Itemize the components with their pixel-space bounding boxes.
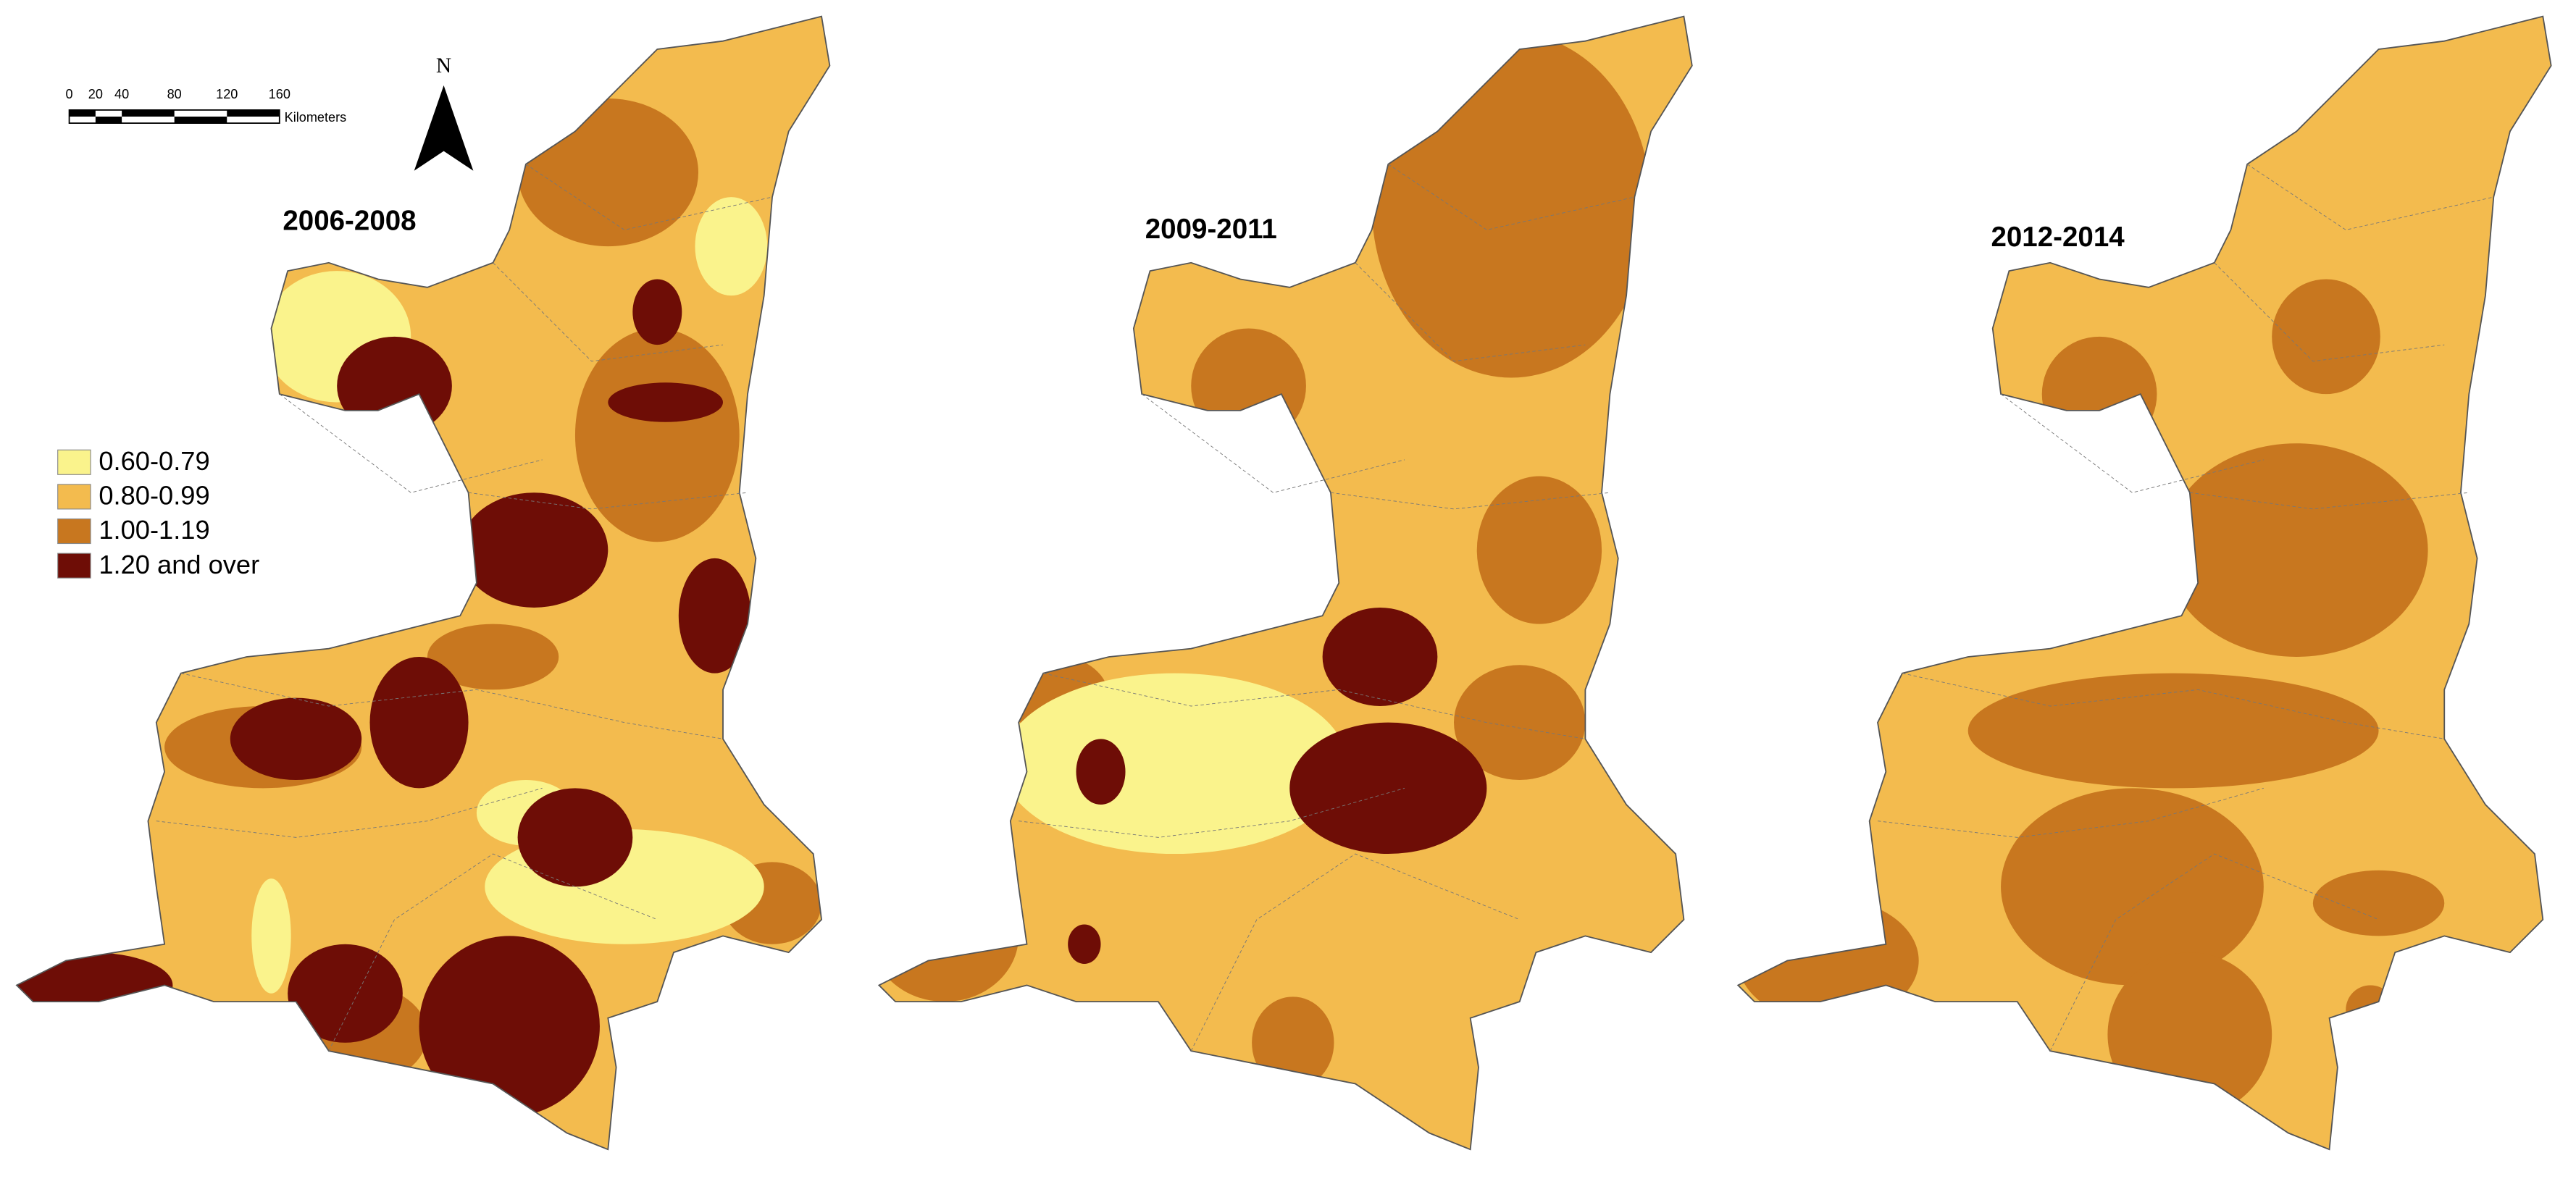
region [1454,665,1586,781]
region [1289,722,1487,855]
region [288,944,403,1043]
district-lines [156,164,2494,1052]
north-label: N [436,54,451,77]
north-arrow: N [414,54,474,171]
region [1076,739,1126,805]
map-title: 2006-2008 [283,205,416,236]
scale-tick-label: 80 [167,87,182,101]
region [1002,673,1347,855]
map-panel [878,15,1693,1151]
region [251,878,291,994]
region [230,697,362,781]
legend-swatch [57,553,91,579]
region [337,336,452,435]
district-line [2214,262,2445,362]
region [695,197,768,296]
district-line [1902,673,2445,739]
region [1068,924,1101,964]
scale-tick-label: 20 [88,87,103,101]
region [1738,898,1919,1023]
region [1252,997,1334,1089]
region [632,279,682,345]
region [1476,476,1602,624]
legend-swatch [57,518,91,545]
region [2312,870,2445,936]
district-line [468,492,748,510]
scale-segment [122,109,175,117]
region [369,656,469,789]
legend-swatch [57,484,91,510]
region [2001,788,2264,986]
region [2165,443,2428,657]
legend-label: 0.60-0.79 [99,446,209,476]
district-line [2246,164,2494,230]
region [17,952,173,1018]
district-line [1388,164,1635,230]
region [608,382,724,422]
legend-swatch [57,449,91,475]
region [460,492,609,608]
district-line [328,853,658,1052]
legend-label: 1.00-1.19 [99,515,209,545]
district-line [1019,787,1405,838]
district-line [180,673,724,739]
district-line [493,262,724,362]
scale-tick-label: 0 [66,87,73,101]
region [517,98,698,247]
scale-tick-label: 120 [216,87,238,101]
district-line [1190,853,1520,1052]
legend-label: 0.80-0.99 [99,481,209,511]
region [1967,673,2379,789]
scale-unit: Kilometers [285,110,347,125]
scale-bar: 0 20 40 80 120 160 Kilometers [66,87,347,125]
scale-tick-label: 160 [269,87,290,101]
district-line [1330,492,1610,510]
arrow [414,85,474,171]
region [2272,279,2380,395]
district-line [2049,853,2379,1052]
district-line [1043,673,1586,739]
scale-segment [95,116,122,124]
region [678,558,751,674]
legend-label: 1.20 and over [99,550,259,579]
map-title: 2012-2014 [1991,222,2125,253]
region [1322,607,1438,706]
district-line [2189,492,2470,510]
district-line [1141,393,1405,493]
scale-segment [69,109,96,117]
map-panel [1737,15,2552,1151]
region [419,936,600,1117]
region [517,788,633,887]
scale-tick-label: 40 [114,87,129,101]
scale-segment [174,116,227,124]
district-line [1877,787,2264,838]
district-line [1355,262,1586,362]
district-line [2000,393,2264,493]
map-title: 2009-2011 [1145,214,1277,245]
legend: 0.60-0.79 0.80-0.99 1.00-1.19 1.20 and over [57,446,259,579]
region [2107,952,2272,1117]
region [427,624,559,690]
district-line [525,164,773,230]
region [574,328,740,542]
map-panel [15,15,831,1151]
region [879,870,1019,1002]
region [1191,328,1306,444]
scale-segment [227,109,280,117]
district-line [156,787,543,838]
region [1371,33,1652,378]
